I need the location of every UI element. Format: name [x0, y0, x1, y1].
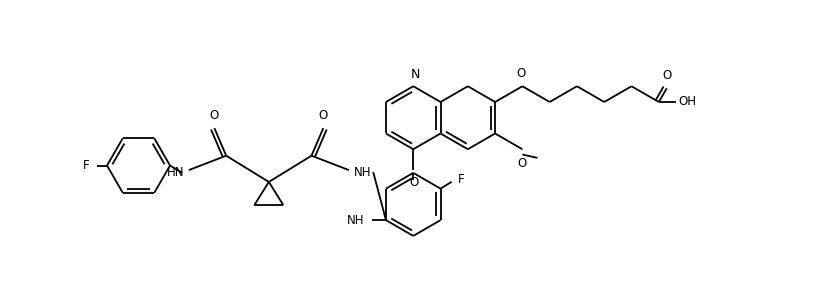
- Text: O: O: [210, 109, 219, 122]
- Text: O: O: [516, 67, 526, 80]
- Text: O: O: [319, 109, 328, 122]
- Text: HN: HN: [167, 166, 184, 179]
- Text: O: O: [662, 69, 672, 82]
- Text: NH: NH: [346, 214, 364, 227]
- Text: O: O: [409, 176, 418, 189]
- Text: OH: OH: [679, 96, 697, 109]
- Text: N: N: [410, 68, 420, 81]
- Text: F: F: [458, 173, 465, 186]
- Text: NH: NH: [353, 166, 371, 179]
- Text: F: F: [83, 159, 90, 172]
- Text: O: O: [517, 157, 526, 170]
